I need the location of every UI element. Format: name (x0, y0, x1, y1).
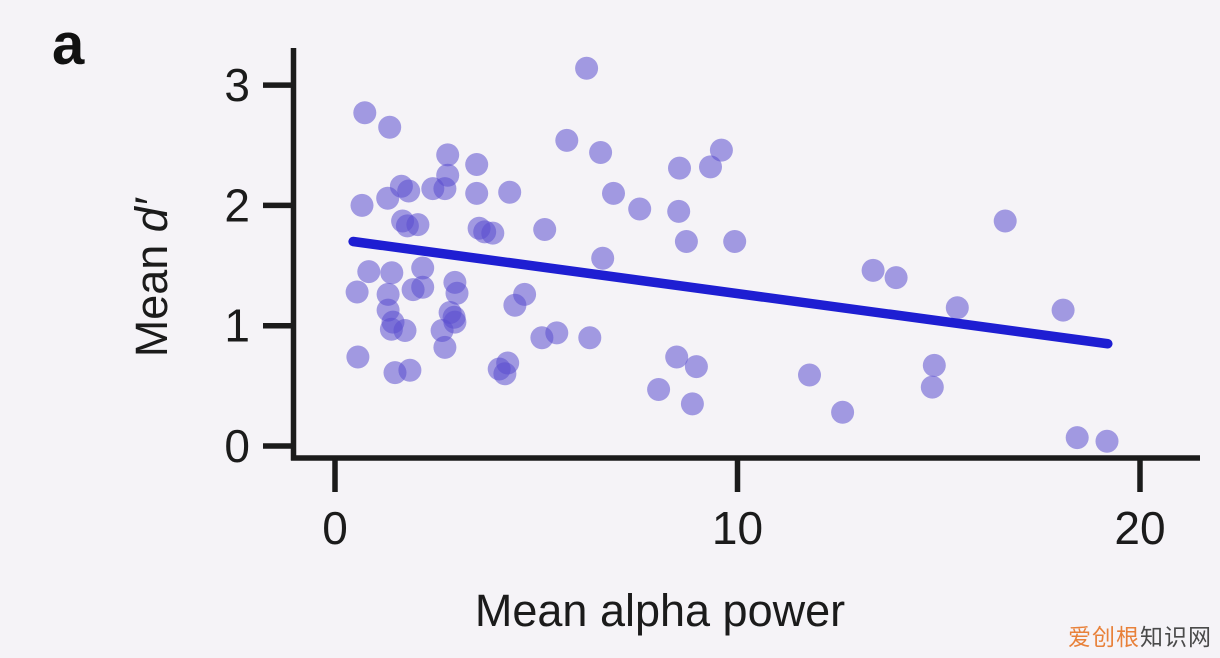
data-point (628, 197, 652, 221)
data-point (378, 115, 402, 139)
x-tick-label: 0 (322, 502, 348, 554)
data-point (397, 179, 421, 203)
data-point (945, 296, 969, 320)
trend-line (348, 236, 1113, 349)
y-tick-label: 0 (224, 420, 250, 472)
data-point (798, 363, 821, 387)
data-point (380, 261, 404, 285)
data-point (1095, 429, 1119, 453)
data-point (393, 319, 417, 342)
data-point (684, 355, 708, 379)
data-point (591, 246, 615, 270)
data-point (357, 260, 381, 284)
data-point (993, 209, 1017, 233)
data-point (346, 345, 370, 369)
data-point (667, 199, 691, 223)
data-point (920, 375, 944, 399)
data-point (545, 321, 569, 345)
data-point (465, 153, 489, 176)
data-point (398, 358, 422, 382)
y-tick-label: 2 (224, 179, 250, 231)
x-tick-label: 10 (712, 502, 763, 554)
data-point (411, 256, 435, 280)
watermark-suffix: 知识网 (1140, 624, 1212, 650)
data-point (406, 213, 430, 237)
data-point (578, 326, 602, 350)
data-point (1051, 298, 1075, 322)
data-point (513, 282, 537, 306)
data-point (1065, 426, 1089, 450)
data-point (602, 181, 625, 205)
x-tick-label: 20 (1114, 502, 1165, 554)
data-point (350, 193, 374, 217)
data-point (353, 101, 377, 125)
data-point (433, 335, 457, 359)
data-point (345, 280, 369, 304)
data-point (831, 400, 855, 424)
data-point (496, 351, 520, 375)
data-point (589, 141, 613, 164)
watermark-brand: 爱创根 (1068, 624, 1140, 650)
data-point (884, 266, 908, 290)
data-point (411, 275, 435, 299)
data-point (723, 230, 747, 253)
y-tick-label: 1 (224, 300, 250, 352)
data-point (674, 230, 698, 253)
data-point (465, 181, 489, 205)
data-point (575, 56, 599, 80)
data-point (922, 353, 946, 377)
data-point (861, 258, 885, 282)
data-point (376, 186, 400, 210)
data-point (436, 143, 460, 167)
data-point (699, 155, 722, 179)
data-point (533, 218, 557, 241)
data-point (433, 177, 457, 201)
data-point (445, 281, 469, 305)
data-point (665, 345, 689, 369)
data-point (680, 392, 704, 416)
watermark: 爱创根知识网 (1068, 618, 1212, 652)
data-point (709, 138, 733, 162)
data-point (430, 319, 454, 342)
data-point (555, 128, 579, 152)
x-axis-title: Mean alpha power (474, 585, 846, 636)
y-tick-label: 3 (224, 59, 250, 111)
data-point (498, 180, 522, 204)
panel-label: a (52, 12, 85, 77)
data-point (668, 156, 691, 180)
data-point (481, 221, 505, 245)
data-point (647, 378, 671, 401)
